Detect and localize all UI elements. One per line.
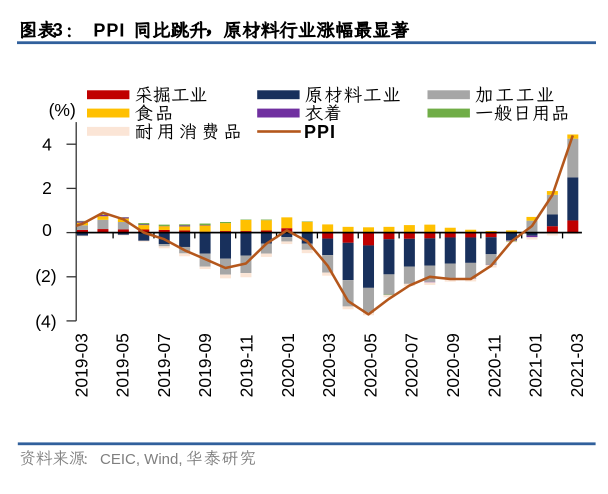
svg-text:2019-11: 2019-11 — [237, 334, 257, 397]
svg-text:2: 2 — [42, 178, 52, 198]
svg-text:2020-05: 2020-05 — [360, 333, 380, 397]
svg-text:2019-07: 2019-07 — [154, 333, 174, 397]
svg-text:2020-09: 2020-09 — [443, 333, 463, 397]
svg-text:2021-01: 2021-01 — [526, 333, 546, 397]
svg-text:0: 0 — [42, 220, 52, 240]
svg-text:(4): (4) — [35, 311, 56, 331]
svg-text:2021-03: 2021-03 — [567, 333, 587, 397]
svg-text:CEIC, Wind,: CEIC, Wind, — [100, 451, 183, 468]
svg-text:2020-03: 2020-03 — [319, 333, 339, 397]
svg-text:(2): (2) — [35, 266, 56, 286]
svg-text:3: 3 — [53, 20, 63, 40]
svg-text:2019-05: 2019-05 — [113, 333, 133, 397]
svg-text:2020-01: 2020-01 — [278, 333, 298, 397]
svg-text:4: 4 — [42, 134, 52, 154]
svg-text:PPI: PPI — [93, 20, 125, 40]
svg-text:PPI: PPI — [304, 122, 336, 142]
svg-text:2019-03: 2019-03 — [71, 333, 91, 397]
svg-text:2019-09: 2019-09 — [195, 333, 215, 397]
svg-text:(%): (%) — [49, 100, 76, 120]
svg-text:2020-07: 2020-07 — [402, 333, 422, 397]
svg-text:2020-11: 2020-11 — [484, 334, 504, 397]
